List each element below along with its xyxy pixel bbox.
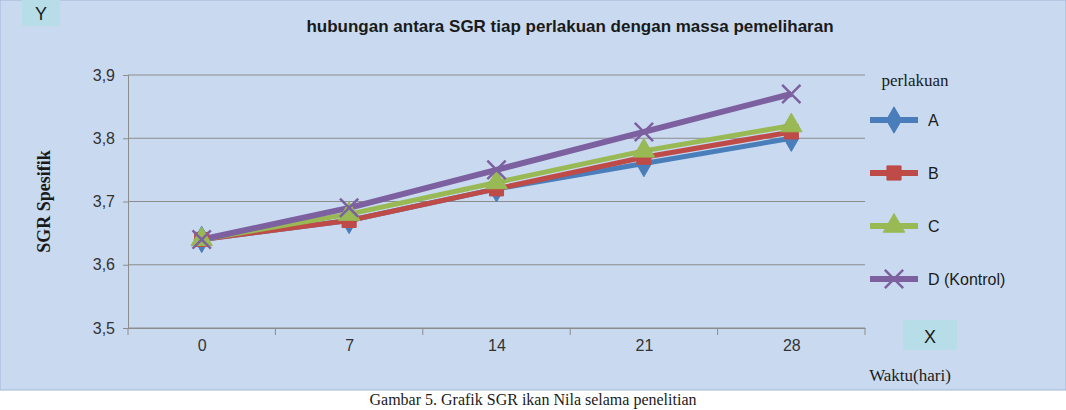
- x-category-divider: [865, 328, 866, 335]
- legend-label: D (Kontrol): [928, 271, 1005, 288]
- series-marker: [487, 161, 505, 179]
- x-axis: 0 7 14 21 28: [128, 328, 866, 354]
- grid-line: [128, 328, 865, 329]
- chart-background: [0, 0, 1066, 390]
- series-marker: [782, 85, 800, 103]
- y-tick: 3,5: [93, 320, 128, 337]
- annotation: Gambar 5. Grafik SGR ikan Nila selama pe…: [369, 391, 696, 409]
- y-tick: 3,7: [93, 193, 128, 210]
- y-tick-mark: [123, 75, 128, 76]
- y-tick: 3,8: [93, 130, 128, 147]
- x-tick-label: 21: [636, 337, 654, 354]
- chart: 3,5 3,6 3,7 3,8 3,9 0 7 14 21 28 hubungan antara S…: [0, 0, 1066, 410]
- series-marker: [635, 123, 653, 141]
- chart-title: hubungan antara SGR tiap perlakuan denga…: [306, 17, 833, 36]
- series-marker: [633, 138, 654, 157]
- y-tick-label: 3,7: [93, 193, 115, 210]
- annotation-box: [22, 0, 60, 26]
- y-tick-mark: [123, 138, 128, 139]
- x-axis-line: [129, 328, 866, 329]
- y-axis: 3,5 3,6 3,7 3,8 3,9: [93, 67, 129, 337]
- series-marker: [340, 199, 358, 217]
- annotation: Y: [35, 4, 47, 24]
- x-category-divider: [570, 328, 571, 335]
- plot-area: [128, 75, 865, 328]
- legend-marker: [885, 270, 903, 288]
- x-tick-label: 0: [198, 337, 207, 354]
- x-tick: 28: [783, 328, 801, 354]
- legend-marker: [887, 166, 901, 180]
- legend-marker: [886, 107, 901, 133]
- legend-label: C: [928, 218, 940, 235]
- x-category-divider: [717, 328, 718, 335]
- y-axis-line: [123, 76, 129, 329]
- y-tick: 3,6: [93, 256, 128, 273]
- series-marker: [781, 113, 802, 132]
- legend: perlakuan A B C D (Kontrol): [870, 71, 1005, 288]
- x-axis-title: Waktu(hari): [869, 366, 951, 385]
- y-tick-label: 3,6: [93, 256, 115, 273]
- annotation: X: [924, 327, 936, 347]
- y-tick: 3,9: [93, 67, 128, 84]
- x-category-divider: [275, 328, 276, 335]
- x-tick-label: 28: [783, 337, 801, 354]
- grid-line: [128, 264, 865, 265]
- legend-label: A: [928, 112, 939, 129]
- series-marker: [191, 227, 212, 246]
- y-axis-title: SGR Spesifik: [34, 150, 54, 253]
- legend-title: perlakuan: [881, 71, 949, 90]
- y-tick-label: 3,5: [93, 320, 115, 337]
- series-line: [202, 94, 792, 239]
- y-tick-label: 3,9: [93, 67, 115, 84]
- series-marker: [486, 170, 507, 189]
- x-tick-label: 7: [345, 337, 354, 354]
- y-tick-label: 3,8: [93, 130, 115, 147]
- series-group: [191, 85, 802, 253]
- annotation-box: [903, 320, 957, 350]
- series-marker: [338, 202, 359, 221]
- legend-label: B: [928, 165, 939, 182]
- grid: [128, 75, 865, 328]
- x-category-divider: [128, 328, 129, 335]
- x-tick: 0: [198, 328, 207, 354]
- x-tick: 21: [636, 328, 654, 354]
- grid-line: [128, 75, 865, 76]
- x-tick-label: 14: [488, 337, 506, 354]
- series-marker: [193, 230, 211, 248]
- x-tick: 14: [488, 328, 506, 354]
- legend-marker: [883, 214, 904, 233]
- y-tick-mark: [123, 328, 128, 329]
- x-category-divider: [422, 328, 423, 335]
- x-tick: 7: [345, 328, 354, 354]
- y-tick-mark: [123, 265, 128, 266]
- y-tick-mark: [123, 202, 128, 203]
